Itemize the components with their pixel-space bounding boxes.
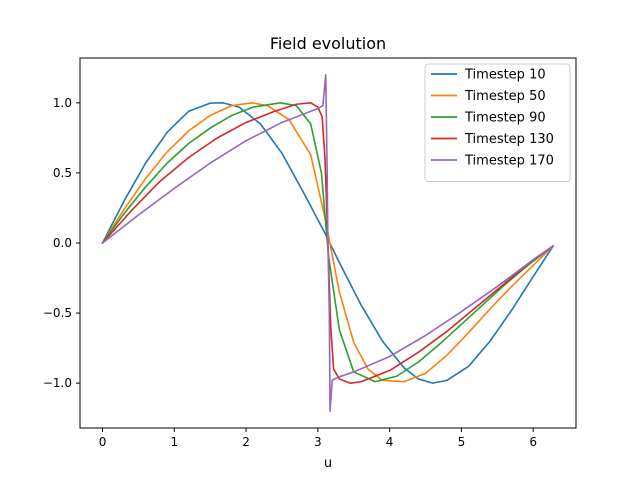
x-tick-label: 6 bbox=[529, 435, 537, 449]
x-tick-label: 1 bbox=[170, 435, 178, 449]
y-axis-ticks: −1.0 −0.5 0.0 0.5 1.0 bbox=[43, 96, 80, 390]
x-tick-label: 5 bbox=[458, 435, 466, 449]
legend-label-5: Timestep 170 bbox=[464, 154, 554, 169]
legend-label-1: Timestep 10 bbox=[464, 68, 546, 83]
x-tick-label: 4 bbox=[386, 435, 394, 449]
series-line-2 bbox=[101, 102, 555, 383]
x-axis-ticks: 0 1 2 3 4 5 6 bbox=[99, 428, 537, 449]
series-line-1 bbox=[101, 102, 555, 384]
series-layer bbox=[101, 74, 555, 412]
legend: Timestep 10 Timestep 50 Timestep 90 Timeste… bbox=[424, 63, 571, 182]
legend-label-4: Timestep 130 bbox=[464, 132, 554, 147]
legend-label-3: Timestep 90 bbox=[464, 111, 546, 126]
series-line-3 bbox=[101, 102, 555, 383]
x-tick-label: 0 bbox=[99, 435, 107, 449]
y-tick-label: −1.0 bbox=[43, 376, 72, 390]
chart-title: Field evolution bbox=[270, 34, 386, 53]
x-tick-label: 3 bbox=[314, 435, 322, 449]
legend-box bbox=[424, 63, 571, 182]
y-tick-label: 1.0 bbox=[53, 96, 72, 110]
x-axis-label: u bbox=[324, 456, 332, 471]
series-line-5 bbox=[101, 74, 555, 412]
y-tick-label: 0.0 bbox=[53, 236, 72, 250]
y-tick-label: −0.5 bbox=[43, 306, 72, 320]
y-tick-label: 0.5 bbox=[53, 166, 72, 180]
x-tick-label: 2 bbox=[242, 435, 250, 449]
legend-label-2: Timestep 50 bbox=[464, 89, 546, 104]
